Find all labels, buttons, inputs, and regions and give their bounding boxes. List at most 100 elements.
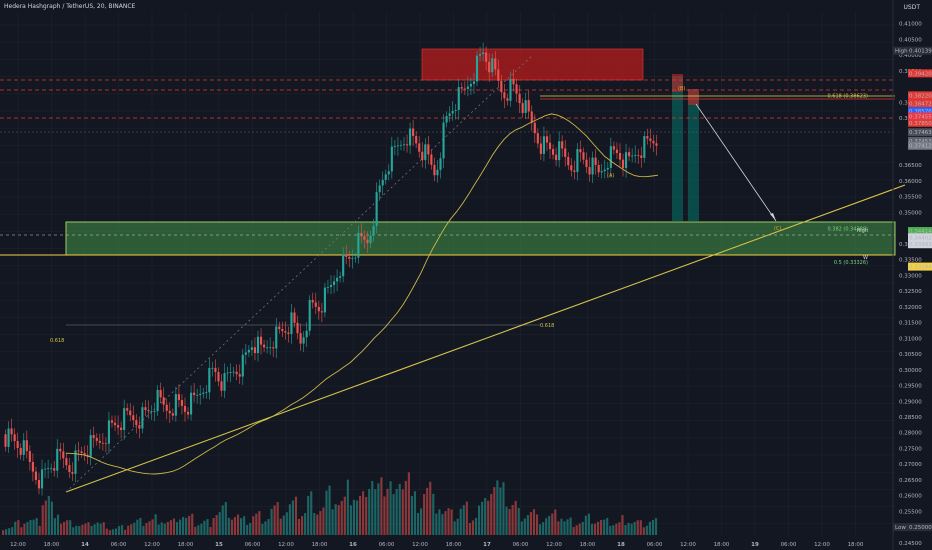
candle-body — [405, 144, 409, 146]
volume-bar — [389, 481, 392, 535]
candle-body — [442, 122, 445, 159]
volume-bar — [2, 530, 5, 535]
candle-body — [640, 155, 643, 158]
volume-bar — [294, 496, 298, 535]
y-axis-tick-label: 0.28000 — [899, 431, 922, 437]
x-axis-tick-label: 18:00 — [44, 542, 60, 548]
volume-bar — [395, 488, 398, 535]
volume-bar — [87, 522, 90, 535]
volume-bar — [66, 520, 69, 535]
candle-body — [634, 155, 637, 156]
candle-body — [269, 347, 272, 349]
candle-body — [463, 88, 466, 90]
volume-bar — [142, 525, 145, 535]
price-label-box — [908, 69, 932, 78]
price-label-value: 0.33993 — [909, 242, 932, 248]
candle-body — [144, 407, 147, 411]
stop-bar — [688, 89, 699, 105]
volume-bar — [642, 527, 645, 535]
candle-body — [299, 333, 302, 344]
candle-body — [342, 254, 345, 277]
price-label-box — [908, 523, 932, 532]
candle-body — [606, 167, 609, 170]
candle-body — [363, 236, 366, 240]
candle-body — [433, 164, 436, 176]
volume-bar — [32, 519, 35, 535]
volume-bar — [432, 493, 435, 535]
candle-body — [7, 428, 10, 447]
candle-body — [478, 54, 482, 56]
candle-body — [253, 347, 257, 354]
candle-body — [454, 109, 457, 111]
y-axis-tick-label: 0.27000 — [899, 462, 922, 468]
volume-bar — [44, 500, 47, 535]
volume-bar — [606, 517, 609, 535]
candle-body — [524, 100, 527, 113]
candle-body — [162, 397, 165, 405]
candle-body — [503, 92, 506, 99]
volume-bar — [511, 504, 514, 535]
candle-body — [570, 165, 573, 171]
candle-body — [609, 146, 612, 168]
candle-body — [235, 371, 238, 375]
candle-body — [482, 52, 485, 55]
volume-bar — [609, 525, 612, 535]
volume-bar — [438, 509, 441, 535]
volume-bar — [84, 523, 87, 535]
y-axis-tick-label: 0.40500 — [899, 37, 922, 43]
candle-body — [62, 451, 65, 459]
candle-body — [92, 435, 95, 438]
volume-bar — [465, 501, 468, 535]
volume-bar — [371, 480, 374, 535]
fib-label: 0.5 (0.33326) — [834, 260, 868, 266]
candle-body — [147, 410, 150, 412]
x-axis-tick-label: 18 — [617, 542, 625, 548]
x-axis-tick-label: 15 — [215, 542, 223, 548]
volume-bar — [624, 525, 627, 535]
volume-bar — [197, 525, 200, 535]
candle-body — [439, 158, 442, 170]
candle-body — [494, 58, 497, 70]
volume-bar — [651, 519, 655, 535]
volume-bar — [355, 500, 359, 535]
candle-body — [174, 394, 177, 416]
candle-body — [80, 451, 83, 453]
candle-body — [384, 174, 387, 180]
volume-bar — [596, 521, 600, 535]
volume-bar — [493, 487, 496, 535]
candle-body — [485, 52, 488, 62]
price-label-tag-text: Low — [895, 525, 906, 531]
x-axis-tick-label: 12:00 — [412, 542, 428, 548]
volume-bar — [218, 512, 221, 535]
volume-bar — [297, 519, 301, 535]
volume-bar — [99, 523, 102, 535]
candle-body — [551, 149, 555, 155]
price-label-box — [908, 91, 932, 100]
candle-body — [311, 299, 314, 303]
candle-body — [582, 152, 585, 160]
volume-bar — [575, 525, 578, 535]
price-label-value: 0.40139 — [909, 49, 932, 55]
price-label-box — [908, 99, 932, 108]
candle-body — [624, 152, 628, 169]
candle-body — [129, 410, 132, 416]
x-axis-tick-label: 06:00 — [379, 542, 395, 548]
volume-bar — [175, 522, 179, 535]
volume-bar — [468, 523, 471, 535]
volume-bar — [535, 514, 539, 535]
candle-body — [196, 394, 199, 396]
x-axis-tick-label: 06:00 — [513, 542, 529, 548]
candle-body — [475, 55, 479, 82]
volume-bar — [401, 489, 404, 535]
candle-body — [612, 146, 615, 150]
x-axis-tick-label: 06:00 — [245, 542, 261, 548]
candle-body — [247, 349, 250, 353]
projection-arrow — [695, 103, 777, 222]
y-axis-tick-label: 0.31000 — [899, 336, 922, 342]
candle-body — [399, 144, 403, 146]
volume-bar — [426, 487, 429, 535]
supply-zone — [421, 48, 644, 81]
currency-label[interactable]: USDT — [903, 4, 921, 11]
volume-bar — [172, 518, 176, 535]
